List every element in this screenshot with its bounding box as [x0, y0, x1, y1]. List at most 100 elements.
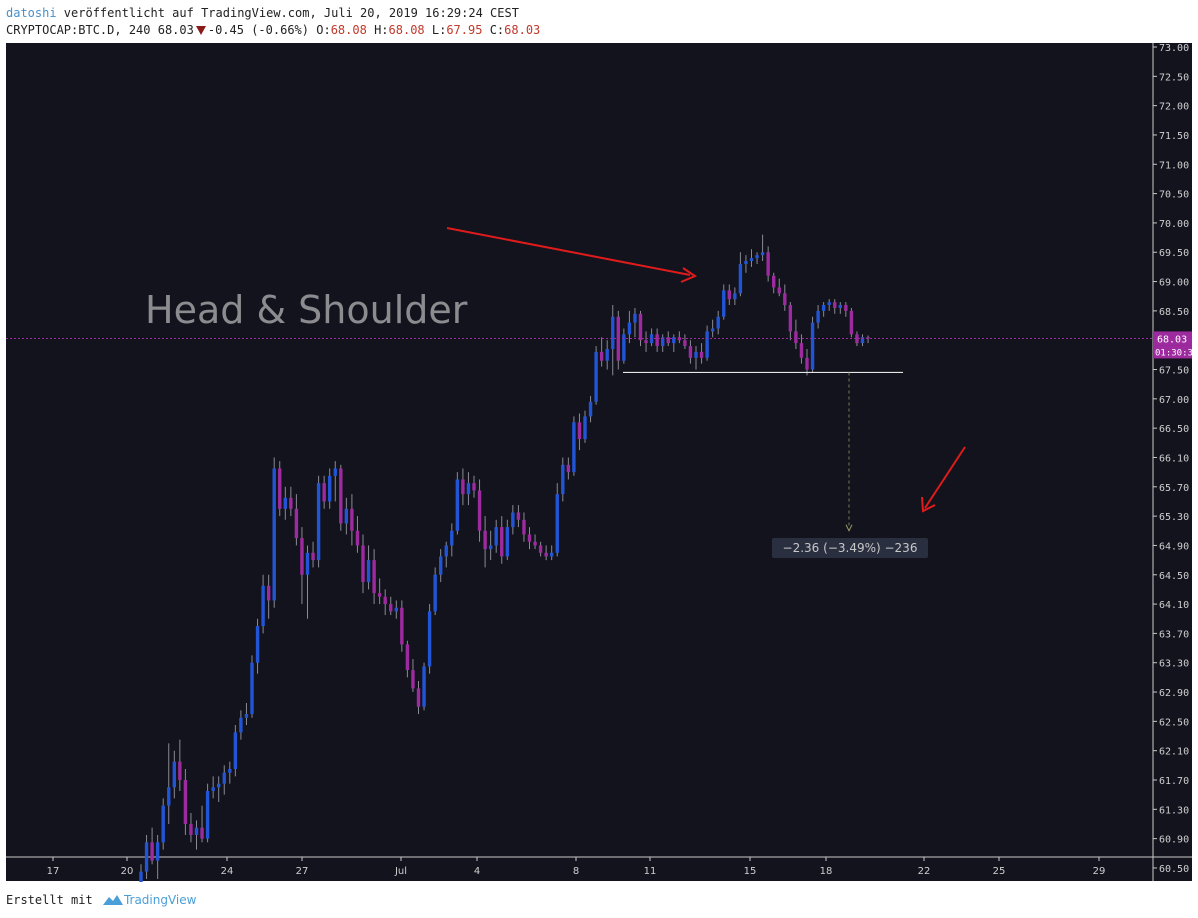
candle-body: [544, 552, 548, 557]
candle-body: [466, 483, 471, 495]
candle-body: [205, 790, 210, 839]
candle-body: [339, 468, 343, 524]
candle-body: [167, 787, 171, 806]
price-chart[interactable]: 73.00 72.50 72.00 71.50 71.00 70.50 70.00 69.50…: [0, 42, 1198, 882]
candle: [344, 497, 349, 535]
footer: Erstellt mit TradingView: [6, 893, 196, 907]
candle-body: [722, 290, 726, 317]
candle-body: [450, 530, 454, 546]
candle: [716, 310, 720, 335]
candle: [688, 340, 693, 364]
candle-body: [561, 464, 565, 495]
candle: [272, 457, 276, 608]
x-tick-label: 15: [744, 866, 757, 877]
open-value: 68.08: [330, 23, 367, 37]
candle-body: [672, 337, 676, 344]
candle-body: [733, 293, 737, 300]
candle: [161, 798, 165, 850]
low-value: 67.95: [446, 23, 483, 37]
candle-body: [827, 302, 831, 306]
candle-body: [805, 357, 809, 370]
candle-body: [494, 527, 498, 546]
candle-body: [777, 287, 781, 294]
candle: [361, 534, 365, 594]
y-tick-label: 60.90: [1159, 835, 1189, 846]
candle: [255, 618, 260, 674]
candle: [144, 834, 149, 879]
pattern-annotation-text[interactable]: Head & Shoulder: [145, 288, 468, 332]
candle: [538, 541, 543, 557]
candle: [783, 284, 787, 311]
y-tick-label: 62.10: [1159, 747, 1189, 758]
candle-body: [394, 607, 398, 612]
candle-body: [255, 626, 260, 663]
close-value: 68.03: [504, 23, 541, 37]
candle: [655, 328, 659, 352]
candle: [805, 348, 809, 376]
ohlc-legend: CRYPTOCAP:BTC.D, 240 68.03 -0.45 (-0.66%)…: [6, 23, 540, 37]
candle: [727, 284, 731, 306]
last-price-label: 68.03: [1157, 334, 1187, 345]
candle-body: [644, 340, 648, 344]
candle: [433, 567, 437, 616]
candle-body: [488, 545, 493, 550]
candle-body: [272, 468, 276, 601]
candle-body: [211, 787, 215, 791]
publish-info: datoshi veröffentlicht auf TradingView.c…: [6, 6, 519, 20]
y-tick-label: 67.50: [1159, 366, 1189, 377]
tradingview-brand[interactable]: TradingView: [123, 893, 197, 907]
candle-body: [627, 322, 632, 335]
candle-body: [849, 310, 854, 335]
candle-body: [155, 842, 160, 861]
candle: [794, 319, 798, 349]
candle-body: [372, 560, 376, 594]
candle: [533, 534, 537, 550]
candle: [483, 516, 487, 568]
candle-body: [821, 305, 826, 311]
candle: [289, 486, 293, 517]
candle-body: [583, 416, 587, 440]
candle-body: [217, 783, 221, 788]
y-tick-label: 61.30: [1159, 805, 1189, 816]
candle: [466, 472, 471, 506]
candle-body: [699, 351, 704, 358]
x-tick-label: 4: [474, 866, 480, 877]
author-link[interactable]: datoshi: [6, 6, 57, 20]
candle-body: [816, 310, 820, 323]
candle-body: [566, 464, 571, 473]
candle: [239, 710, 243, 740]
candle: [500, 516, 504, 564]
candle: [733, 287, 737, 306]
candle: [383, 589, 387, 616]
candle: [444, 541, 448, 568]
candle-body: [760, 252, 765, 256]
candle-body: [189, 823, 193, 835]
candle-body: [455, 479, 460, 531]
candle-body: [538, 545, 543, 553]
candle-body: [505, 527, 509, 557]
candle-body: [716, 316, 720, 329]
candle: [311, 541, 315, 568]
candle-body: [183, 780, 188, 824]
open-label: O:: [316, 23, 331, 37]
candle: [389, 596, 393, 616]
y-tick-label: 69.00: [1159, 278, 1189, 289]
candle-body: [727, 290, 731, 300]
candle-body: [305, 552, 310, 575]
y-tick-label: 63.30: [1159, 659, 1189, 670]
high-value: 68.08: [388, 23, 425, 37]
candle: [777, 278, 781, 297]
candle-body: [838, 305, 842, 308]
candle: [211, 776, 215, 799]
candle-body: [461, 479, 465, 495]
candle: [244, 703, 249, 726]
y-tick-label: 72.50: [1159, 72, 1189, 83]
last-price-label-box: [1153, 331, 1192, 346]
candle-body: [860, 337, 865, 344]
candle-body: [194, 827, 199, 835]
candle: [139, 864, 143, 882]
candle-body: [522, 519, 526, 535]
candle: [561, 457, 565, 502]
x-tick-label: 11: [644, 866, 657, 877]
candle: [183, 769, 188, 835]
